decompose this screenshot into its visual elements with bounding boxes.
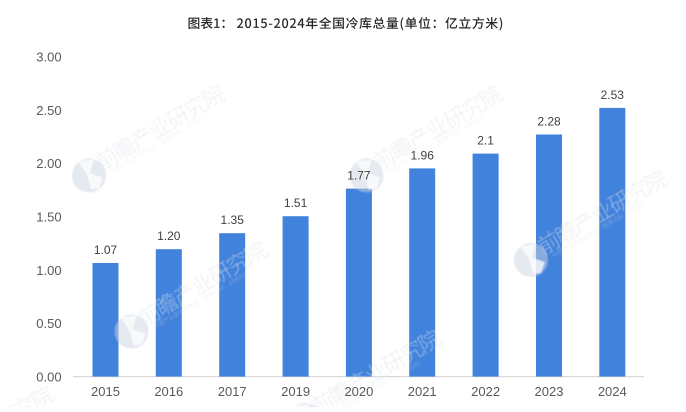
svg-text:2015: 2015 bbox=[91, 384, 120, 399]
svg-text:1.50: 1.50 bbox=[36, 210, 61, 225]
svg-text:2.00: 2.00 bbox=[36, 156, 61, 171]
svg-text:2024: 2024 bbox=[598, 384, 627, 399]
svg-text:2022: 2022 bbox=[471, 384, 500, 399]
svg-text:2020: 2020 bbox=[344, 384, 373, 399]
svg-text:3.00: 3.00 bbox=[36, 50, 61, 65]
svg-text:1.35: 1.35 bbox=[221, 213, 245, 227]
svg-text:1.00: 1.00 bbox=[36, 263, 61, 278]
svg-text:1.77: 1.77 bbox=[347, 169, 371, 183]
svg-text:0.50: 0.50 bbox=[36, 316, 61, 331]
svg-text:2016: 2016 bbox=[154, 384, 183, 399]
svg-text:2.28: 2.28 bbox=[537, 115, 561, 129]
svg-text:2.1: 2.1 bbox=[477, 134, 494, 148]
svg-text:1.20: 1.20 bbox=[157, 229, 181, 243]
svg-text:2.53: 2.53 bbox=[601, 88, 625, 102]
svg-text:1.51: 1.51 bbox=[284, 196, 308, 210]
svg-text:0.00: 0.00 bbox=[36, 369, 61, 384]
svg-text:2019: 2019 bbox=[281, 384, 310, 399]
svg-text:2017: 2017 bbox=[218, 384, 247, 399]
svg-text:2023: 2023 bbox=[535, 384, 564, 399]
svg-text:1.07: 1.07 bbox=[94, 243, 118, 257]
svg-text:2.50: 2.50 bbox=[36, 103, 61, 118]
svg-text:2021: 2021 bbox=[408, 384, 437, 399]
svg-text:1.96: 1.96 bbox=[411, 148, 435, 162]
